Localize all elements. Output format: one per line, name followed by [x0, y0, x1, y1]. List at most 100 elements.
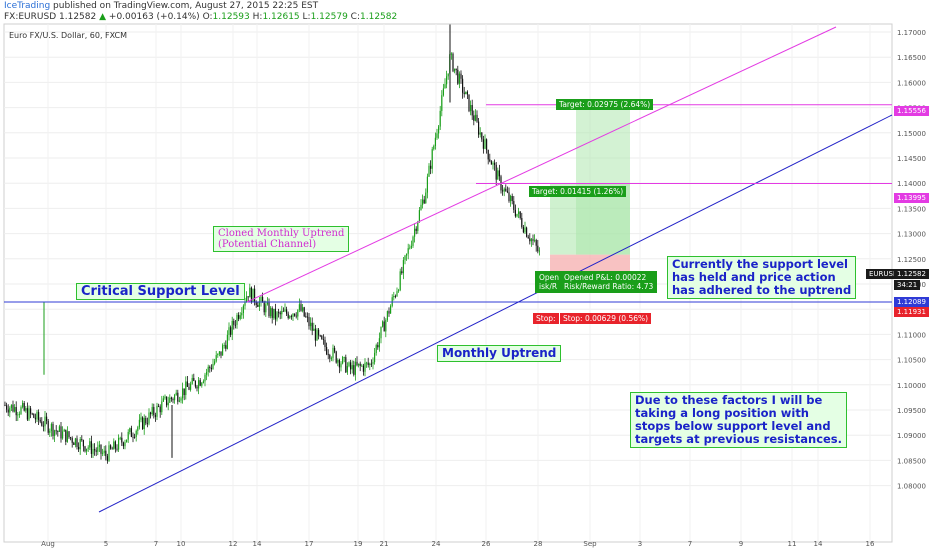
candle-body [162, 398, 164, 402]
candle-body [402, 259, 404, 274]
candle-body [262, 296, 264, 303]
low-value: 1.12579 [310, 12, 348, 22]
candle-body [119, 437, 121, 439]
candle-body [177, 392, 179, 402]
candle-body [492, 162, 494, 165]
candle-body [178, 400, 180, 402]
candle-body [383, 321, 385, 332]
candle-body [322, 339, 324, 340]
candle-body [122, 442, 124, 447]
candle-body [498, 170, 500, 177]
candle-body [135, 430, 137, 438]
candle-body [388, 311, 390, 314]
candle-body [161, 401, 163, 413]
candle-body [97, 446, 99, 452]
candle-body [446, 76, 448, 85]
candle-body [114, 441, 116, 449]
x-tick-label: 5 [104, 540, 108, 548]
candle-body [4, 404, 6, 406]
candle-body [260, 296, 262, 302]
candle-body [380, 326, 382, 339]
y-tick-label: 1.11000 [897, 331, 926, 339]
candle-body [476, 114, 478, 122]
candle-body [143, 417, 145, 430]
candle-body [281, 310, 283, 315]
candle-body [204, 374, 206, 382]
candle-body [438, 126, 440, 134]
candle-body [233, 320, 235, 325]
candle-body [236, 314, 238, 325]
candle-body [457, 69, 459, 84]
candle-body [441, 95, 443, 111]
candle-body [38, 412, 40, 420]
candle-body [140, 417, 142, 420]
candle-body [300, 304, 302, 311]
candle-body [366, 362, 368, 364]
x-tick-label: 19 [354, 540, 363, 548]
candle-body [41, 421, 43, 426]
candle-body [399, 271, 401, 291]
candle-body [303, 307, 305, 317]
candle-body [439, 110, 441, 127]
candle-body [98, 444, 100, 447]
x-tick-label: 14 [253, 540, 262, 548]
candle-body [361, 365, 363, 367]
candle-body [71, 438, 73, 443]
candle-body [17, 414, 19, 416]
candle-body [463, 92, 465, 95]
chart-title: Euro FX/U.S. Dollar, 60, FXCM [9, 31, 127, 40]
author-link[interactable]: IceTrading [4, 1, 51, 11]
candle-body [382, 321, 384, 327]
candle-body [353, 365, 355, 375]
candle-body [54, 430, 56, 436]
candle-body [350, 362, 352, 370]
candle-body [386, 311, 388, 320]
candle-body [94, 448, 96, 451]
uptrend-annotation: Monthly Uptrend [437, 345, 562, 362]
candle-body [508, 192, 510, 202]
candle-body [348, 362, 350, 367]
candle-body [230, 327, 232, 335]
candle-body [526, 227, 528, 237]
candle-body [84, 446, 86, 452]
candle-body [378, 338, 380, 348]
candle-body [335, 351, 337, 363]
candle-body [481, 132, 483, 140]
candle-body [271, 308, 273, 318]
candle-body [490, 161, 492, 165]
candle-body [332, 347, 334, 359]
candle-body [215, 355, 217, 362]
candle-body [191, 378, 193, 384]
stop-short-label: Stop: [533, 313, 559, 324]
symbol-label: FX:EURUSD [4, 12, 57, 22]
candle-body [246, 296, 248, 303]
candle-body [151, 407, 153, 415]
last-price-tag: 1.12582 [894, 269, 929, 279]
candle-body [153, 407, 155, 416]
candle-body [186, 381, 188, 387]
candle-body [401, 271, 403, 274]
channel-annotation: Cloned Monthly Uptrend (Potential Channe… [213, 226, 350, 252]
support-held-note: Currently the support level has held and… [667, 256, 857, 299]
candle-body [284, 309, 286, 312]
candle-body [468, 94, 470, 112]
candle-body [258, 301, 260, 307]
candle-body [364, 362, 366, 372]
x-tick-label: 7 [688, 540, 692, 548]
y-axis: 1.170001.165001.160001.155001.150001.145… [897, 29, 926, 491]
target1-label: Target: 0.01415 (1.26%) [529, 186, 627, 197]
candle-body [73, 442, 75, 445]
candle-body [295, 315, 297, 317]
candle-body [393, 296, 395, 298]
y-tick-label: 1.09000 [897, 432, 926, 440]
candle-body [14, 407, 16, 412]
x-tick-label: 11 [788, 540, 797, 548]
candle-body [55, 430, 57, 432]
candle-body [530, 239, 532, 242]
candle-body [316, 329, 318, 341]
candle-body [82, 440, 84, 447]
candle-body [212, 363, 214, 370]
close-label: C: [350, 12, 360, 22]
candle-body [319, 335, 321, 337]
candle-body [158, 406, 160, 407]
